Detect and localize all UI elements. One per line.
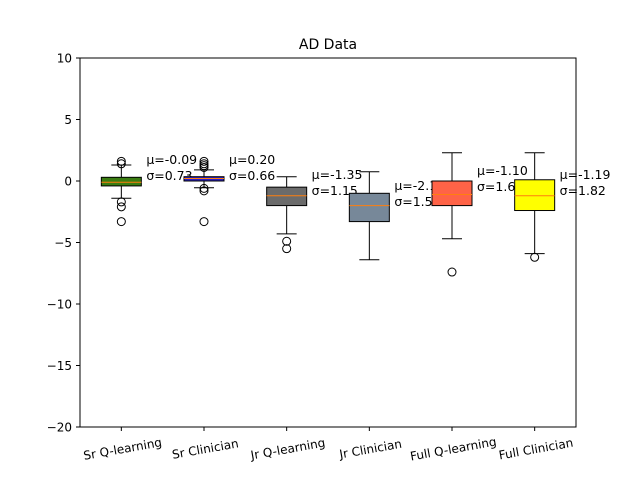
box <box>266 186 308 207</box>
y-tick-label: 0 <box>64 175 72 189</box>
std-annotation: σ=0.73 <box>146 168 192 183</box>
mean-annotation: μ=-0.09 <box>146 152 197 167</box>
outlier-point <box>447 267 457 277</box>
mean-annotation: μ=-1.19 <box>560 167 611 182</box>
y-tick-label: −15 <box>47 359 72 373</box>
box-group: μ=-1.19σ=1.82 <box>514 152 611 262</box>
std-annotation: σ=1.82 <box>560 183 606 198</box>
box-group: μ=0.20σ=0.66 <box>183 152 275 227</box>
std-annotation: σ=0.66 <box>229 168 275 183</box>
y-tick-label: −20 <box>47 421 72 435</box>
y-tick-label: 10 <box>57 52 72 66</box>
outlier-point <box>116 156 126 166</box>
outlier-point <box>116 202 126 212</box>
outlier-point <box>530 252 540 262</box>
outlier-point <box>116 159 126 169</box>
outlier-point <box>282 236 292 246</box>
outlier-point <box>282 244 292 254</box>
mean-annotation: μ=-1.35 <box>312 167 363 182</box>
outlier-point <box>199 217 209 227</box>
y-tick-label: −10 <box>47 298 72 312</box>
y-tick-label: 5 <box>64 113 72 127</box>
mean-annotation: μ=0.20 <box>229 152 275 167</box>
std-annotation: σ=1.15 <box>312 183 358 198</box>
box <box>514 179 556 212</box>
outlier-point <box>199 186 209 196</box>
box-group: μ=-0.09σ=0.73 <box>100 152 197 227</box>
chart-title: AD Data <box>299 37 357 53</box>
box-group: μ=-2.18σ=1.54 <box>348 171 445 261</box>
box <box>431 180 473 207</box>
outlier-point <box>199 162 209 172</box>
box-group: μ=-1.10σ=1.67 <box>431 152 528 277</box>
outlier-point <box>199 156 209 166</box>
box <box>348 192 390 223</box>
std-annotation: σ=1.67 <box>477 179 523 194</box>
outlier-point <box>116 197 126 207</box>
box-group: μ=-1.35σ=1.15 <box>266 167 363 254</box>
mean-annotation: μ=-1.10 <box>477 163 528 178</box>
y-tick-label: −5 <box>54 236 72 250</box>
std-annotation: σ=1.54 <box>394 194 440 209</box>
outlier-point <box>116 217 126 227</box>
outlier-point <box>199 183 209 193</box>
box <box>100 176 142 187</box>
